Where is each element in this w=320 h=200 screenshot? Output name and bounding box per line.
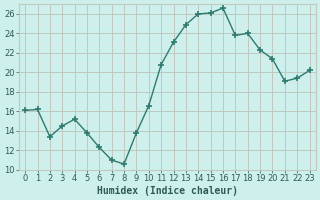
X-axis label: Humidex (Indice chaleur): Humidex (Indice chaleur): [97, 186, 238, 196]
